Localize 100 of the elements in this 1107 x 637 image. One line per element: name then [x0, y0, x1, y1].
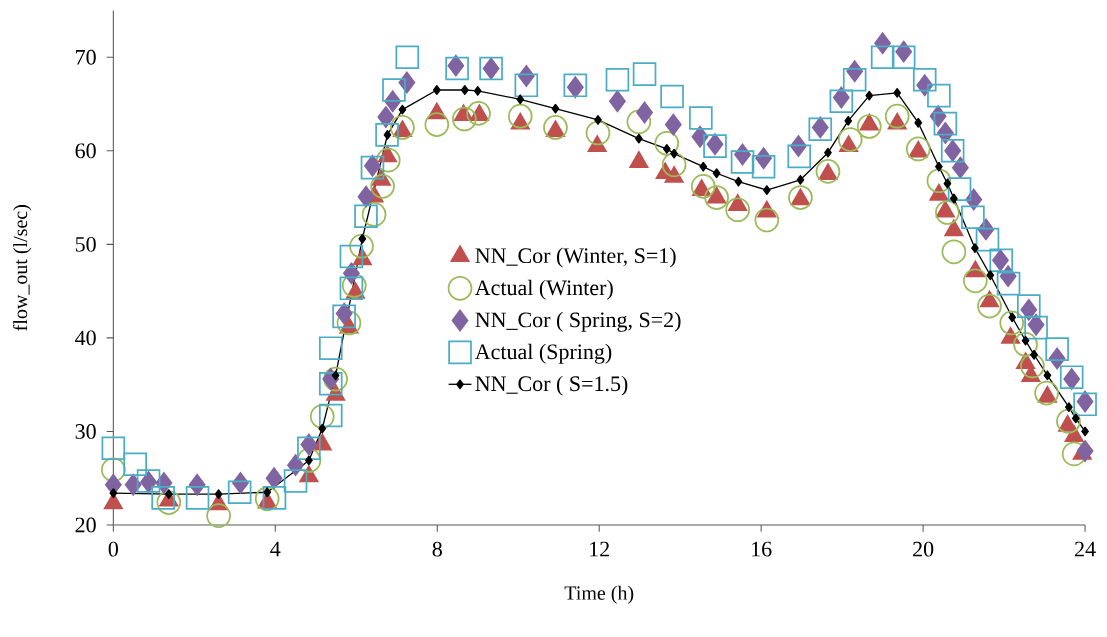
x-tick-label: 16 [752, 541, 772, 557]
legend-label: Actual (Spring) [474, 343, 612, 364]
point [377, 106, 395, 128]
point [1081, 426, 1089, 437]
point [947, 177, 972, 201]
point [383, 129, 392, 140]
point [661, 152, 687, 178]
point [808, 117, 833, 142]
point [300, 433, 318, 456]
point [975, 227, 1000, 252]
point [891, 45, 916, 70]
point [952, 156, 969, 179]
point [762, 185, 771, 196]
point [689, 106, 713, 130]
point [101, 436, 126, 461]
point [382, 78, 406, 102]
point [660, 84, 684, 109]
point [704, 185, 729, 210]
point [1061, 441, 1087, 467]
point [339, 244, 364, 269]
legend-label: NN_Cor ( Spring, S=2) [475, 311, 681, 332]
point [941, 239, 967, 265]
point [632, 62, 657, 86]
point [811, 116, 829, 139]
point [375, 123, 399, 147]
point [514, 73, 539, 98]
point [842, 67, 867, 92]
point [283, 469, 308, 493]
point [730, 150, 755, 174]
point [725, 197, 751, 223]
point [787, 144, 812, 169]
point [318, 371, 343, 396]
point [101, 457, 126, 483]
point [856, 114, 882, 139]
point [999, 310, 1025, 336]
point [790, 135, 807, 157]
point [507, 103, 533, 129]
point [354, 204, 378, 229]
y-tick-label: 60 [75, 143, 96, 159]
point [609, 90, 626, 113]
point [123, 452, 147, 476]
point [712, 168, 721, 179]
point [895, 40, 913, 63]
point [432, 85, 441, 95]
point [227, 480, 252, 505]
point [361, 202, 387, 227]
point [164, 489, 173, 500]
x-tick-label: 20 [913, 541, 934, 557]
point [318, 423, 327, 434]
point [254, 486, 280, 512]
point [971, 243, 979, 254]
point [263, 487, 272, 498]
y-tick-label: 70 [76, 49, 96, 65]
point [829, 89, 854, 114]
y-axis-title: flow_out (l/sec) [12, 205, 32, 331]
point [734, 176, 743, 187]
y-tick-label: 20 [75, 517, 96, 533]
point [370, 174, 395, 199]
point [318, 403, 343, 428]
point [963, 268, 988, 294]
point [927, 83, 951, 108]
point [156, 490, 182, 515]
point [664, 113, 682, 136]
point [265, 467, 283, 490]
point [516, 94, 525, 105]
point [214, 489, 223, 500]
point [1065, 402, 1073, 413]
point [636, 101, 653, 124]
point [912, 67, 937, 92]
x-tick-label: 4 [270, 541, 281, 557]
point [358, 233, 367, 244]
point [1056, 408, 1081, 434]
point [551, 103, 560, 114]
point [977, 293, 1002, 319]
point [935, 161, 943, 172]
point [950, 193, 958, 204]
point [124, 473, 142, 496]
point [933, 111, 958, 136]
point [844, 115, 853, 126]
point [543, 115, 568, 140]
point [914, 117, 923, 128]
point [297, 436, 321, 461]
point [992, 249, 1009, 272]
point [594, 114, 602, 125]
point [375, 147, 401, 173]
point [206, 503, 231, 528]
point [961, 205, 985, 230]
y-tick-label: 40 [75, 330, 96, 346]
point [754, 207, 780, 233]
point [318, 336, 343, 360]
point [517, 65, 535, 87]
legend-label: NN_Cor (Winter, S=1) [475, 247, 676, 268]
point [996, 271, 1021, 296]
point [1034, 380, 1059, 406]
point [986, 270, 995, 281]
y-tick-label: 50 [75, 236, 96, 252]
point [893, 87, 902, 98]
point [452, 106, 477, 132]
point [473, 85, 482, 96]
point [943, 178, 952, 189]
